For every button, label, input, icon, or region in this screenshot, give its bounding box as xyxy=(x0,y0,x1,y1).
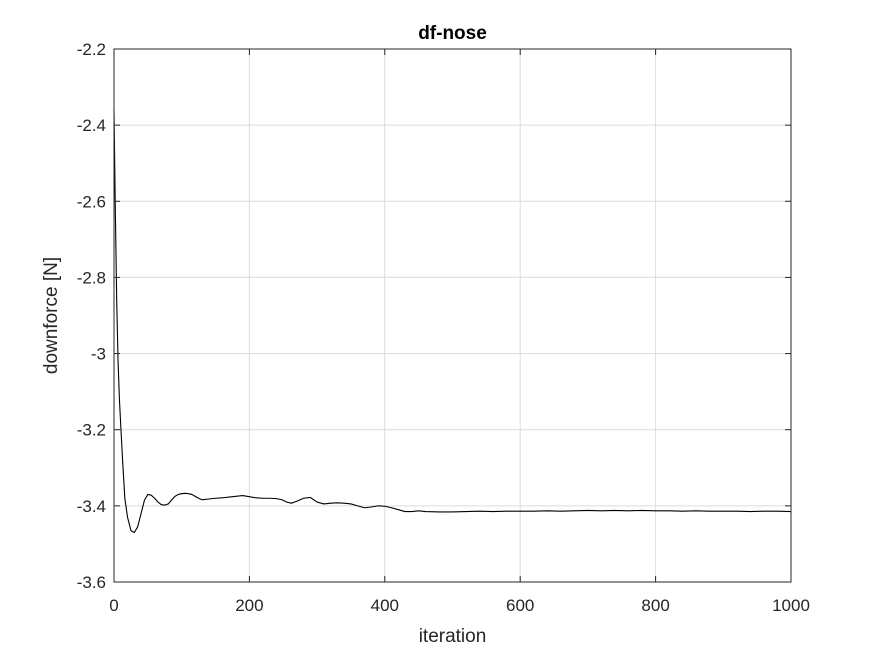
y-axis-label: downforce [N] xyxy=(41,257,62,374)
plot-area-frame xyxy=(113,48,792,583)
y-tick-label: -3.4 xyxy=(77,497,106,516)
series-line xyxy=(113,109,792,534)
series-layer xyxy=(113,109,792,534)
y-tick-label: -3.2 xyxy=(77,421,106,440)
y-tick-label: -2.4 xyxy=(77,116,106,135)
x-tick-label: 0 xyxy=(109,596,118,615)
y-tick-label: -2.6 xyxy=(77,192,106,211)
plot-area-background xyxy=(114,49,791,582)
y-tick-label: -2.8 xyxy=(77,268,106,287)
y-tick-labels: -2.2 -2.4 -2.6 -2.8 -3 -3.2 -3.4 -3.6 xyxy=(77,40,106,592)
x-tick-label: 200 xyxy=(235,596,263,615)
tick-marks xyxy=(113,48,792,583)
y-tick-label: -2.2 xyxy=(77,40,106,59)
x-tick-label: 600 xyxy=(506,596,534,615)
x-tick-label: 800 xyxy=(641,596,669,615)
x-tick-label: 400 xyxy=(371,596,399,615)
x-tick-label: 1000 xyxy=(772,596,810,615)
y-tick-label: -3 xyxy=(91,345,106,364)
y-tick-label: -3.6 xyxy=(77,573,106,592)
grid-lines xyxy=(114,49,791,582)
x-axis-label: iteration xyxy=(419,626,487,647)
x-tick-labels: 0 200 400 600 800 1000 xyxy=(109,596,810,615)
chart-title: df-nose xyxy=(418,23,487,44)
